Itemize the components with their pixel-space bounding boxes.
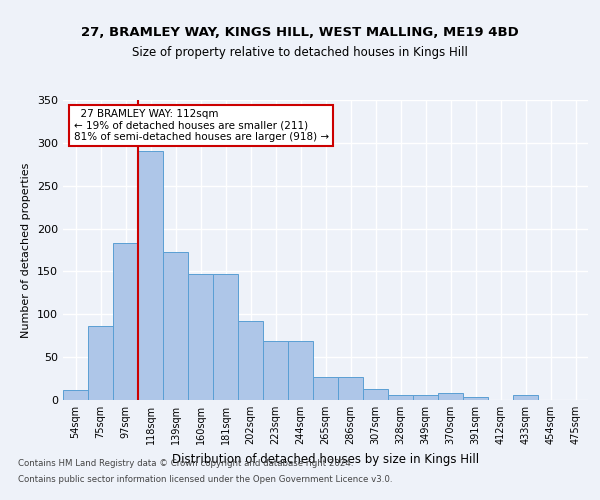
- X-axis label: Distribution of detached houses by size in Kings Hill: Distribution of detached houses by size …: [172, 452, 479, 466]
- Text: 27, BRAMLEY WAY, KINGS HILL, WEST MALLING, ME19 4BD: 27, BRAMLEY WAY, KINGS HILL, WEST MALLIN…: [81, 26, 519, 39]
- Bar: [213, 274, 238, 400]
- Bar: [388, 395, 413, 400]
- Text: Size of property relative to detached houses in Kings Hill: Size of property relative to detached ho…: [132, 46, 468, 59]
- Bar: [238, 321, 263, 400]
- Text: Contains HM Land Registry data © Crown copyright and database right 2024.: Contains HM Land Registry data © Crown c…: [18, 460, 353, 468]
- Bar: [438, 393, 463, 400]
- Bar: [463, 398, 488, 400]
- Text: 27 BRAMLEY WAY: 112sqm  
← 19% of detached houses are smaller (211)
81% of semi-: 27 BRAMLEY WAY: 112sqm ← 19% of detached…: [74, 109, 329, 142]
- Bar: [263, 341, 288, 400]
- Text: Contains public sector information licensed under the Open Government Licence v3: Contains public sector information licen…: [18, 476, 392, 484]
- Bar: [88, 326, 113, 400]
- Bar: [513, 395, 538, 400]
- Bar: [338, 377, 363, 400]
- Bar: [63, 390, 88, 400]
- Bar: [363, 389, 388, 400]
- Y-axis label: Number of detached properties: Number of detached properties: [22, 162, 31, 338]
- Bar: [413, 395, 438, 400]
- Bar: [188, 274, 213, 400]
- Bar: [288, 341, 313, 400]
- Bar: [138, 152, 163, 400]
- Bar: [113, 243, 138, 400]
- Bar: [313, 377, 338, 400]
- Bar: [163, 252, 188, 400]
